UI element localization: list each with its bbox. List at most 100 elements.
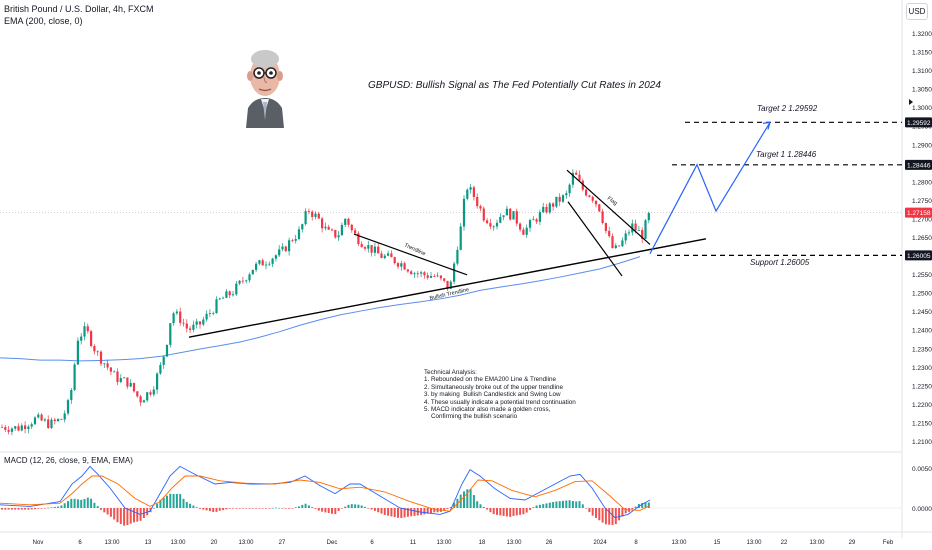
- candle-body: [340, 224, 343, 236]
- macd-histogram-bar: [317, 508, 320, 511]
- candle-body: [222, 297, 225, 299]
- macd-histogram-bar: [10, 508, 13, 510]
- macd-histogram-bar: [476, 501, 479, 508]
- ema200-line: [0, 256, 641, 362]
- candle-body: [142, 400, 145, 403]
- candle-body: [571, 172, 574, 185]
- candle-body: [139, 396, 142, 403]
- y-tick-label: 1.31500: [912, 50, 932, 57]
- macd-histogram-bar: [175, 493, 178, 508]
- candle-body: [156, 373, 159, 390]
- macd-histogram-bar: [430, 508, 432, 513]
- projection-path: [649, 122, 771, 254]
- macd-indicator-label[interactable]: MACD (12, 26, close, 9, EMA, EMA): [4, 456, 133, 465]
- candle-body: [76, 340, 79, 365]
- candle-body: [462, 198, 466, 227]
- candle-body: [601, 211, 604, 224]
- candle-body: [555, 196, 558, 207]
- macd-histogram-bar: [212, 508, 215, 512]
- macd-histogram-bar: [185, 502, 188, 508]
- candle-body: [268, 263, 271, 265]
- candle-body: [350, 224, 353, 231]
- x-tick-label: 22: [781, 540, 788, 546]
- candle-body: [618, 245, 621, 247]
- candle-body: [248, 274, 251, 281]
- macd-histogram-bar: [146, 508, 149, 516]
- candle-body: [377, 246, 380, 254]
- candle-body: [443, 278, 446, 281]
- flag-label: Flag: [606, 196, 618, 207]
- candle-body: [515, 211, 518, 224]
- macd-histogram-bar: [463, 491, 465, 508]
- candle-body: [245, 280, 248, 282]
- macd-histogram-bar: [281, 508, 284, 509]
- y-tick-label: 1.25500: [912, 272, 932, 279]
- candle-body: [136, 391, 139, 397]
- macd-histogram-bar: [479, 504, 482, 508]
- macd-histogram-bar: [545, 503, 548, 508]
- candle-body: [420, 272, 423, 274]
- y-tick-label: 1.25000: [912, 291, 932, 298]
- macd-histogram-bar: [562, 500, 564, 508]
- candle-body: [624, 233, 627, 241]
- x-tick-label: 18: [479, 540, 486, 546]
- macd-histogram-bar: [548, 502, 551, 508]
- macd-histogram-bar: [446, 508, 449, 510]
- x-tick-label: 13:00: [506, 540, 522, 546]
- candle-body: [367, 245, 370, 249]
- candle-body: [86, 326, 89, 332]
- macd-signal-line: [0, 475, 651, 512]
- candle-body: [413, 273, 416, 275]
- macd-histogram-bar: [24, 508, 27, 510]
- macd-histogram-bar: [420, 508, 423, 515]
- macd-histogram-bar: [529, 508, 531, 510]
- macd-histogram-bar: [311, 507, 314, 508]
- candle-body: [334, 230, 337, 238]
- currency-button[interactable]: USD: [906, 3, 928, 20]
- x-tick-label: 20: [211, 540, 218, 546]
- macd-histogram-bar: [93, 502, 96, 508]
- macd-histogram-bar: [340, 508, 343, 509]
- y-tick-label: 1.22500: [912, 383, 932, 390]
- candle-body: [608, 230, 611, 237]
- candle-body: [486, 220, 489, 224]
- candle-body: [538, 212, 541, 222]
- macd-histogram-bar: [192, 505, 195, 508]
- macd-histogram-bar: [205, 508, 208, 511]
- macd-histogram-bar: [90, 498, 93, 508]
- axis-marker-icon: [909, 99, 913, 105]
- macd-histogram-bar: [443, 508, 446, 511]
- macd-histogram-bar: [482, 506, 485, 508]
- candle-body: [264, 264, 268, 266]
- candle-body: [344, 218, 347, 225]
- candle-body: [575, 172, 578, 175]
- candle-body: [436, 275, 439, 277]
- candle-body: [288, 240, 291, 252]
- candle-body: [66, 400, 70, 414]
- macd-histogram-bar: [202, 508, 205, 510]
- macd-histogram-bar: [70, 498, 73, 508]
- macd-histogram-bar: [588, 508, 591, 513]
- candle-body: [80, 336, 83, 341]
- candle-body: [611, 236, 614, 248]
- x-tick-label: Dec: [327, 540, 338, 546]
- macd-histogram-bar: [7, 508, 10, 510]
- candle-body: [37, 414, 40, 418]
- macd-histogram-bar: [486, 508, 489, 510]
- candle-body: [337, 235, 340, 238]
- candle-body: [522, 229, 525, 235]
- macd-histogram-bar: [403, 508, 406, 518]
- candle-body: [542, 206, 545, 213]
- ema-indicator-label[interactable]: EMA (200, close, 0): [4, 16, 83, 26]
- macd-histogram-bar: [113, 508, 116, 520]
- macd-histogram-bar: [552, 502, 555, 508]
- candle-body: [456, 249, 459, 264]
- candle-body: [60, 418, 63, 420]
- macd-histogram-bar: [268, 508, 271, 509]
- candle-body: [113, 371, 116, 373]
- x-tick-label: Feb: [883, 540, 894, 546]
- candle-body: [103, 363, 106, 365]
- macd-histogram-bar: [469, 488, 472, 508]
- macd-histogram-bar: [261, 508, 264, 509]
